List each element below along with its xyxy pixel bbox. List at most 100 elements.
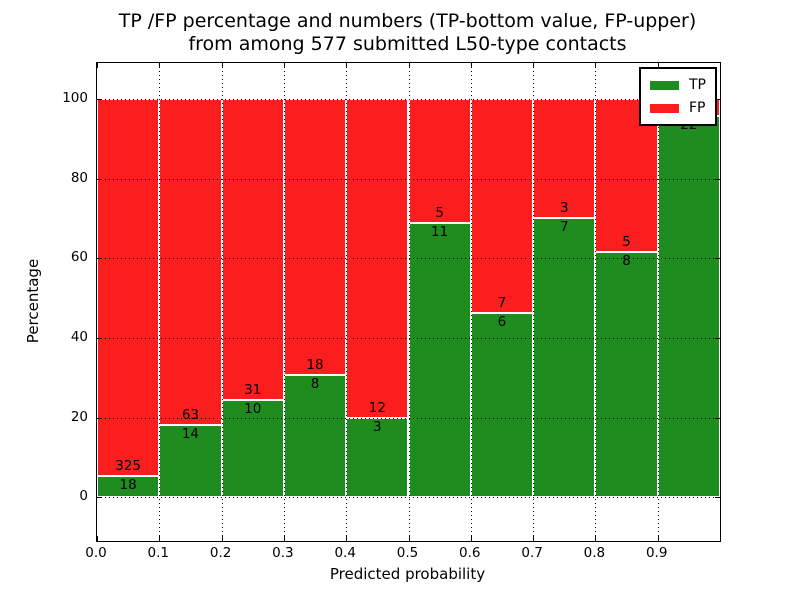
fp-count-label: 325: [115, 458, 142, 475]
x-tick-mark: [97, 63, 98, 68]
y-gridline: [97, 337, 720, 339]
tp-count-label: 7: [559, 219, 569, 236]
x-gridline: [533, 63, 535, 541]
y-tick-mark: [715, 497, 720, 499]
tp-bar-segment: [221, 400, 284, 498]
x-gridline: [346, 63, 348, 541]
tp-bar-segment: [408, 223, 471, 498]
x-gridline: [408, 63, 410, 541]
x-tick-label: 0.5: [396, 545, 419, 561]
y-tick-label: 0: [79, 488, 88, 505]
tp-swatch-icon: [650, 80, 679, 90]
x-gridline: [595, 63, 597, 541]
tp-bar-segment: [97, 476, 160, 498]
y-tick-label: 20: [70, 408, 88, 425]
chart-title-line2: from among 577 submitted L50-type contac…: [188, 33, 627, 55]
x-tick-mark: [283, 536, 285, 541]
fp-count-label: 31: [244, 382, 262, 399]
x-tick-label: 0.4: [334, 545, 356, 561]
y-tick-mark: [97, 497, 102, 499]
y-tick-label: 40: [70, 328, 88, 345]
fp-bar-segment: [221, 98, 284, 401]
plot-area: TP FP 183251463103181831211567738522: [96, 62, 721, 542]
x-gridline: [657, 63, 659, 541]
y-tick-mark: [97, 258, 102, 260]
chart-title: TP /FP percentage and numbers (TP-bottom…: [96, 10, 719, 56]
tp-bar-segment: [470, 313, 534, 498]
tp-bar-segment: [595, 252, 658, 498]
x-tick-mark: [533, 63, 535, 68]
y-tick-mark: [97, 178, 102, 180]
legend-entry-tp: TP: [650, 78, 706, 92]
y-tick-mark: [715, 178, 720, 180]
x-tick-label: 0.7: [521, 545, 543, 561]
tp-count-label: 8: [310, 375, 320, 392]
x-tick-labels: 0.0 0.1 0.2 0.3 0.4 0.5 0.6 0.7 0.8 0.9: [85, 545, 719, 563]
tp-bar-segment: [533, 218, 596, 498]
x-tick-mark: [346, 63, 348, 68]
y-tick-mark: [715, 417, 720, 419]
y-tick-mark: [715, 258, 720, 260]
y-gridline: [97, 258, 720, 260]
x-tick-mark: [657, 536, 659, 541]
x-tick-mark: [283, 63, 285, 68]
x-tick-label: 0.9: [645, 545, 668, 561]
x-tick-mark: [533, 536, 535, 541]
y-tick-label: 60: [70, 249, 88, 266]
x-tick-label: 0.3: [272, 545, 294, 561]
fp-count-label: 63: [181, 406, 200, 423]
fp-count-label: 3: [559, 200, 569, 217]
x-gridline: [470, 63, 472, 541]
tp-count-label: 11: [431, 224, 449, 241]
x-tick-mark: [159, 536, 161, 541]
x-tick-mark: [159, 63, 161, 68]
y-gridline: [97, 497, 720, 499]
y-gridline: [97, 98, 720, 100]
chart-title-line1: TP /FP percentage and numbers (TP-bottom…: [118, 10, 697, 32]
legend-entry-fp: FP: [650, 101, 706, 115]
fp-count-label: 12: [368, 399, 386, 416]
x-tick-mark: [408, 63, 410, 68]
tp-count-label: 3: [373, 418, 382, 435]
fp-count-label: 18: [306, 356, 324, 373]
x-tick-label: 0.6: [459, 545, 481, 561]
fp-count-label: 5: [622, 234, 631, 251]
fp-count-label: 7: [497, 295, 507, 312]
tp-count-label: 14: [181, 425, 200, 442]
y-tick-mark: [97, 337, 102, 339]
x-tick-mark: [408, 536, 410, 541]
y-tick-mark: [715, 98, 720, 100]
x-tick-mark: [221, 63, 223, 68]
x-tick-mark: [595, 536, 597, 541]
x-tick-mark: [221, 536, 223, 541]
x-tick-label: 0.2: [209, 545, 232, 561]
fp-bar-segment: [159, 98, 222, 425]
y-tick-label: 100: [62, 89, 88, 106]
x-gridline: [159, 63, 161, 541]
x-tick-label: 0.8: [583, 545, 606, 561]
y-tick-label: 80: [70, 169, 88, 186]
tp-bar-segment: [159, 424, 222, 498]
legend: TP FP: [639, 67, 717, 126]
x-gridline: [283, 63, 285, 541]
y-tick-mark: [97, 417, 102, 419]
x-tick-mark: [97, 536, 98, 541]
x-gridline: [221, 63, 223, 541]
fp-count-label: 5: [435, 205, 444, 222]
tp-bar-segment: [657, 116, 720, 498]
x-axis-title: Predicted probability: [329, 565, 486, 583]
y-tick-labels: 0 20 40 60 80 100: [40, 62, 88, 540]
tp-bar-segment: [283, 374, 347, 498]
tp-count-label: 6: [497, 314, 507, 331]
y-tick-mark: [97, 98, 102, 100]
x-tick-label: 0.1: [147, 545, 170, 561]
fp-bar-segment: [283, 98, 347, 375]
x-tick-mark: [470, 63, 472, 68]
x-tick-mark: [595, 63, 597, 68]
tp-legend-label: TP: [689, 77, 706, 93]
tp-count-label: 10: [244, 401, 262, 418]
x-tick-mark: [346, 536, 348, 541]
y-gridline: [97, 178, 720, 180]
x-tick-mark: [470, 536, 472, 541]
